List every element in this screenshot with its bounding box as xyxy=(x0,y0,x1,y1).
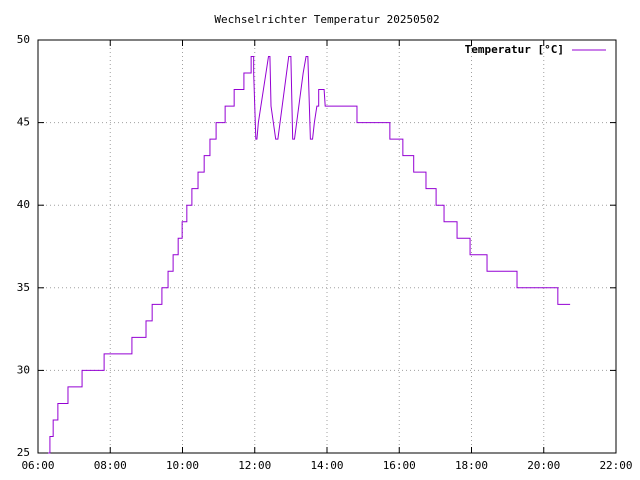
data-line xyxy=(48,56,571,454)
y-tick-label: 40 xyxy=(17,198,30,211)
y-tick-label: 25 xyxy=(17,446,30,459)
chart-title: Wechselrichter Temperatur 20250502 xyxy=(214,13,439,26)
x-tick-label: 14:00 xyxy=(310,459,343,472)
x-tick-label: 12:00 xyxy=(238,459,271,472)
x-tick-label: 08:00 xyxy=(94,459,127,472)
x-tick-label: 18:00 xyxy=(455,459,488,472)
x-tick-label: 10:00 xyxy=(166,459,199,472)
legend-label: Temperatur [°C] xyxy=(465,43,564,56)
y-tick-label: 30 xyxy=(17,363,30,376)
x-tick-label: 16:00 xyxy=(383,459,416,472)
x-tick-label: 22:00 xyxy=(599,459,632,472)
y-tick-label: 50 xyxy=(17,33,30,46)
y-tick-label: 35 xyxy=(17,281,30,294)
y-tick-label: 45 xyxy=(17,116,30,129)
x-tick-label: 20:00 xyxy=(527,459,560,472)
plot-border xyxy=(37,39,617,454)
x-tick-label: 06:00 xyxy=(21,459,54,472)
